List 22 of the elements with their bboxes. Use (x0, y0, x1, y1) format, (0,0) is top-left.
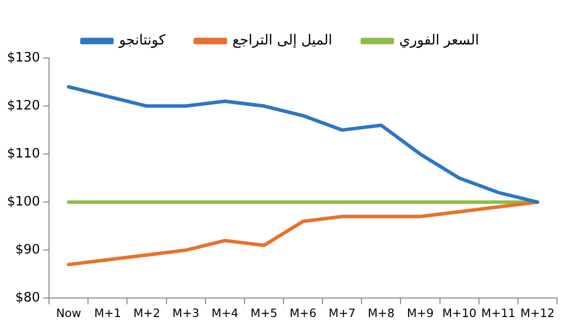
legend-label: كونتانجو (118, 32, 166, 49)
x-tick-label: M+12 (520, 306, 555, 320)
y-tick-label: $120 (6, 98, 40, 114)
x-tick-label: M+4 (211, 306, 238, 320)
x-tick-label: M+5 (250, 306, 278, 320)
legend-label: السعر الفوري (399, 32, 480, 49)
x-tick-label: M+8 (368, 306, 395, 320)
x-tick-label: M+6 (290, 306, 316, 320)
y-tick-label: $130 (6, 50, 40, 66)
x-tick-label: M+1 (94, 306, 122, 320)
x-tick-label: M+9 (406, 306, 434, 320)
x-tick-label: M+10 (442, 306, 476, 320)
x-tick-label: M+2 (133, 306, 160, 320)
legend-label: الميل إلى التراجع (232, 32, 332, 49)
x-tick-label: M+3 (172, 306, 200, 320)
y-tick-label: $90 (15, 242, 40, 258)
x-tick-label: M+7 (328, 306, 356, 320)
y-tick-label: $100 (6, 194, 40, 210)
x-tick-label: Now (56, 306, 82, 320)
y-tick-label: $110 (6, 146, 40, 162)
x-tick-label: M+11 (481, 306, 516, 320)
y-tick-label: $80 (15, 290, 40, 306)
